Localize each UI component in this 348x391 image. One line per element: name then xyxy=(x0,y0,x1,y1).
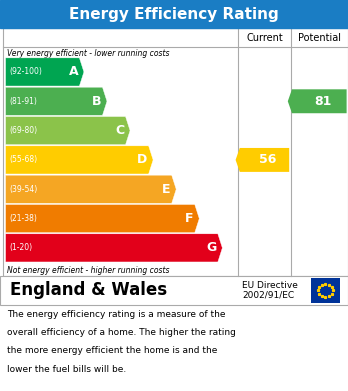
Text: England & Wales: England & Wales xyxy=(10,281,168,300)
Text: Potential: Potential xyxy=(298,32,341,43)
Bar xyxy=(0,276,348,305)
Text: (21-38): (21-38) xyxy=(9,214,37,223)
Polygon shape xyxy=(6,234,222,262)
Text: Energy Efficiency Rating: Energy Efficiency Rating xyxy=(69,7,279,22)
Text: (1-20): (1-20) xyxy=(9,243,32,253)
Text: overall efficiency of a home. The higher the rating: overall efficiency of a home. The higher… xyxy=(7,328,236,337)
Polygon shape xyxy=(6,58,84,86)
Polygon shape xyxy=(6,87,107,115)
Text: (55-68): (55-68) xyxy=(9,155,37,165)
Text: EU Directive: EU Directive xyxy=(242,282,298,291)
Text: the more energy efficient the home is and the: the more energy efficient the home is an… xyxy=(7,346,218,355)
Text: B: B xyxy=(92,95,101,108)
Text: G: G xyxy=(207,241,217,255)
Text: D: D xyxy=(137,153,148,167)
Text: lower the fuel bills will be.: lower the fuel bills will be. xyxy=(7,365,126,374)
Polygon shape xyxy=(236,148,289,172)
Text: 2002/91/EC: 2002/91/EC xyxy=(242,290,294,299)
Text: 56: 56 xyxy=(259,153,277,167)
Text: 81: 81 xyxy=(314,95,331,108)
Bar xyxy=(3,28,348,276)
Polygon shape xyxy=(6,204,199,233)
Text: Very energy efficient - lower running costs: Very energy efficient - lower running co… xyxy=(7,48,169,58)
Text: E: E xyxy=(162,183,171,196)
Text: F: F xyxy=(185,212,194,225)
Text: (81-91): (81-91) xyxy=(9,97,37,106)
Text: (69-80): (69-80) xyxy=(9,126,37,135)
Bar xyxy=(311,278,340,303)
Text: Current: Current xyxy=(246,32,283,43)
Text: (92-100): (92-100) xyxy=(9,67,42,77)
Text: Not energy efficient - higher running costs: Not energy efficient - higher running co… xyxy=(7,265,169,275)
Text: The energy efficiency rating is a measure of the: The energy efficiency rating is a measur… xyxy=(7,310,226,319)
Polygon shape xyxy=(6,117,130,145)
Text: A: A xyxy=(69,65,78,79)
Text: (39-54): (39-54) xyxy=(9,185,37,194)
Text: C: C xyxy=(116,124,125,137)
Bar xyxy=(0,0,348,28)
Polygon shape xyxy=(288,89,347,113)
Polygon shape xyxy=(6,175,176,203)
Polygon shape xyxy=(6,146,153,174)
